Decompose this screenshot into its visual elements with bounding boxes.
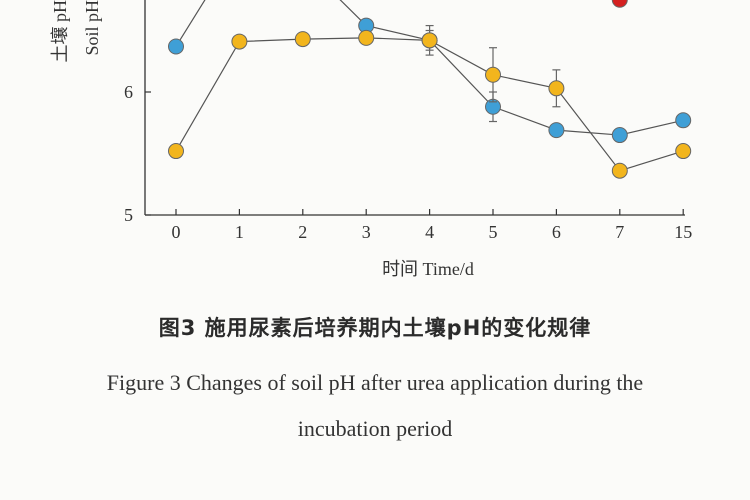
data-point [294,31,311,48]
x-axis-label: 时间 Time/d [382,259,474,279]
series-line [175,37,684,172]
y-tick-label: 5 [124,205,133,225]
data-point [231,33,248,50]
y-axis-label-cn: 土壤 pH [50,0,70,63]
caption-english-line-2: incubation period [297,416,453,441]
caption-english-line-1: Figure 3 Changes of soil pH after urea a… [106,370,644,395]
x-tick-label: 15 [674,222,692,242]
axis-labels: 土壤 pH Soil pH 时间 Time/d [50,0,474,279]
data-point [675,143,692,160]
x-tick-label: 6 [552,222,561,242]
series-layer [168,0,692,179]
axes: 0 1 2 3 4 5 6 7 15 5 6 [124,0,692,242]
caption-chinese: 图3 施用尿素后培养期内土壤pH的变化规律 [158,316,592,340]
caption-english: Figure 3 Changes of soil pH after urea a… [0,360,750,452]
x-tick-label: 0 [172,222,181,242]
ph-line-chart: 0 1 2 3 4 5 6 7 15 5 6 土壤 pH Soil pH 时间 Time/d [50,0,692,279]
x-tick-label: 4 [425,222,434,242]
data-point [168,38,184,55]
data-point [421,32,438,49]
series-line [175,0,684,136]
x-tick-label: 3 [362,222,371,242]
x-tick-label: 2 [298,222,307,242]
x-tick-label: 5 [489,222,498,242]
data-point [168,143,184,160]
data-point [548,80,565,97]
data-point [611,162,628,179]
y-tick-label: 6 [124,82,133,102]
x-tick-label: 1 [235,222,244,242]
data-point [611,127,628,144]
data-point [548,122,565,139]
data-point [675,112,692,129]
y-axis-label-en: Soil pH [82,0,102,56]
x-tick-label: 7 [615,222,624,242]
data-point [611,0,628,8]
data-point [485,66,501,83]
data-point [358,29,375,46]
